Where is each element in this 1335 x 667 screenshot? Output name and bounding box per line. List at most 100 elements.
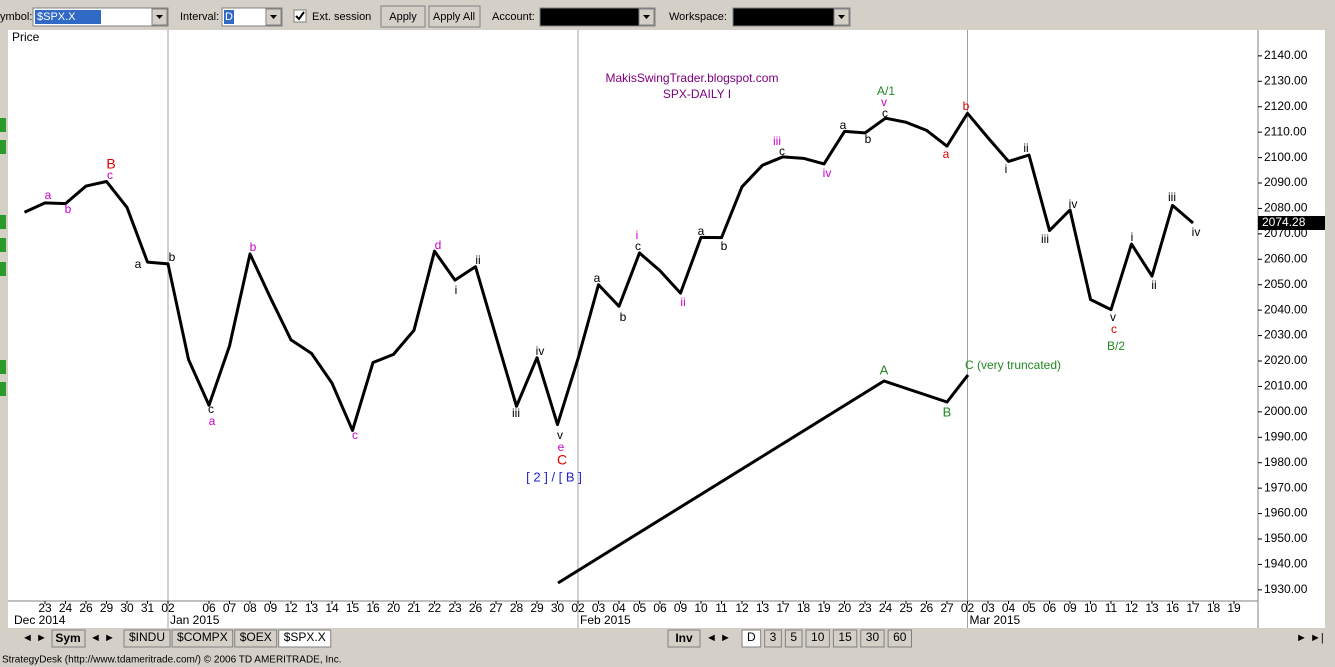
annotation: B <box>943 404 952 419</box>
annotation: ii <box>1151 278 1156 292</box>
tool-icon[interactable] <box>0 215 6 229</box>
x-tick-label: 16 <box>366 601 380 615</box>
interval-tab[interactable] <box>741 629 762 648</box>
dropdown-arrow <box>156 15 163 19</box>
x-tick-label: 30 <box>120 601 134 615</box>
interval-tab-text[interactable]: 60 <box>893 630 907 644</box>
x-tick-label: 04 <box>1002 601 1016 615</box>
symbol-tab[interactable] <box>171 629 234 648</box>
symbol-tab-text[interactable]: $SPX.X <box>284 630 326 644</box>
annotation: c <box>882 106 888 120</box>
interval-tab[interactable] <box>860 629 885 648</box>
x-tick-label: 17 <box>776 601 790 615</box>
annotation: b <box>721 239 728 253</box>
annotation: SPX-DAILY I <box>663 87 731 101</box>
ext-session-label[interactable]: Ext. session <box>312 11 371 23</box>
symbol-value[interactable]: $SPX.X <box>37 11 76 23</box>
annotation: A <box>880 362 889 377</box>
x-tick-label: 28 <box>510 601 524 615</box>
symbol-tab[interactable] <box>234 629 278 648</box>
x-tick-label: 08 <box>243 601 257 615</box>
annotation: MakisSwingTrader.blogspot.com <box>606 71 779 85</box>
x-tick-label: 12 <box>1125 601 1139 615</box>
nav-arrows[interactable]: ► ►| <box>1296 632 1324 644</box>
x-tick-label: 19 <box>1227 601 1241 615</box>
annotation: C (very truncated) <box>965 358 1061 372</box>
workspace-input[interactable] <box>732 7 851 27</box>
apply-all-text[interactable]: Apply All <box>433 11 475 23</box>
interval-tab[interactable] <box>832 629 858 648</box>
annotation: v <box>557 428 563 442</box>
interval-value[interactable]: D <box>225 11 233 23</box>
y-tick-label: 2120.00 <box>1264 99 1308 113</box>
x-tick-label: 22 <box>428 601 442 615</box>
inv-button[interactable] <box>667 629 701 648</box>
apply-text[interactable]: Apply <box>389 11 417 23</box>
tool-icon[interactable] <box>0 382 6 396</box>
tool-icon[interactable] <box>0 262 6 276</box>
nav-arrows[interactable]: ◄ ► <box>706 632 731 644</box>
annotation: ii <box>475 253 480 267</box>
symbol-tab[interactable] <box>278 629 332 648</box>
annotation: ii <box>680 295 685 309</box>
annotation: c <box>352 428 358 442</box>
x-tick-label: 26 <box>920 601 934 615</box>
symbol-tab[interactable] <box>123 629 171 648</box>
annotation: iv <box>1192 225 1201 239</box>
x-tick-label: 27 <box>940 601 954 615</box>
x-tick-label: 10 <box>1084 601 1098 615</box>
y-tick-label: 2130.00 <box>1264 73 1308 87</box>
symbol-tab-text[interactable]: $COMPX <box>177 630 228 644</box>
annotation: a <box>135 257 142 271</box>
interval-tab-text[interactable]: 15 <box>838 630 852 644</box>
interval-tab[interactable] <box>784 629 803 648</box>
annotation: iii <box>1168 190 1176 204</box>
tool-icon[interactable] <box>0 238 6 252</box>
interval-tab-text[interactable]: 3 <box>770 630 777 644</box>
symbol-tab-text[interactable]: $INDU <box>129 630 165 644</box>
nav-arrows[interactable]: ◄ ► <box>90 632 115 644</box>
interval-tab[interactable] <box>805 629 830 648</box>
interval-tab-text[interactable]: 30 <box>866 630 880 644</box>
annotation: b <box>963 99 970 113</box>
interval-tab-text[interactable]: 5 <box>790 630 797 644</box>
symbol-tab-text[interactable]: $OEX <box>240 630 272 644</box>
tool-icon[interactable] <box>0 118 6 132</box>
x-tick-label: 18 <box>1207 601 1221 615</box>
account-input[interactable] <box>539 7 656 27</box>
x-tick-label: 04 <box>612 601 626 615</box>
annotation: iii <box>1041 232 1049 246</box>
sym-button[interactable] <box>51 629 86 648</box>
interval-tab[interactable] <box>764 629 782 648</box>
x-tick-label: 16 <box>1166 601 1180 615</box>
x-tick-label: 02 <box>161 601 175 615</box>
dropdown-arrow <box>270 15 277 19</box>
annotation: iv <box>823 166 832 180</box>
interval-tab-text[interactable]: D <box>747 630 756 644</box>
last-price-box <box>1258 215 1325 230</box>
x-tick-label: 13 <box>1145 601 1159 615</box>
annotation: i <box>1131 230 1134 244</box>
nav-arrows[interactable]: ◄ ► <box>22 632 47 644</box>
sym-text[interactable]: Sym <box>55 631 80 645</box>
apply-all-button[interactable] <box>428 5 481 28</box>
apply-button[interactable] <box>380 5 426 28</box>
x-tick-label: 29 <box>530 601 544 615</box>
x-tick-label: 26 <box>79 601 93 615</box>
x-tick-label: 23 <box>38 601 52 615</box>
x-tick-label: 02 <box>961 601 975 615</box>
annotation: b <box>865 132 872 146</box>
annotation: iv <box>1069 197 1078 211</box>
inv-text[interactable]: Inv <box>675 631 693 645</box>
y-tick-label: 2030.00 <box>1264 328 1308 342</box>
interval-tab[interactable] <box>887 629 912 648</box>
tool-icon[interactable] <box>0 360 6 374</box>
workspace-label: Workspace: <box>669 11 727 23</box>
x-tick-label: 12 <box>735 601 749 615</box>
tool-icon[interactable] <box>0 140 6 154</box>
right-scrollbar[interactable] <box>1325 30 1335 628</box>
annotation: A/1 <box>877 84 895 98</box>
y-tick-label: 2020.00 <box>1264 353 1308 367</box>
interval-tab-text[interactable]: 10 <box>811 630 825 644</box>
annotation: c <box>208 402 214 416</box>
